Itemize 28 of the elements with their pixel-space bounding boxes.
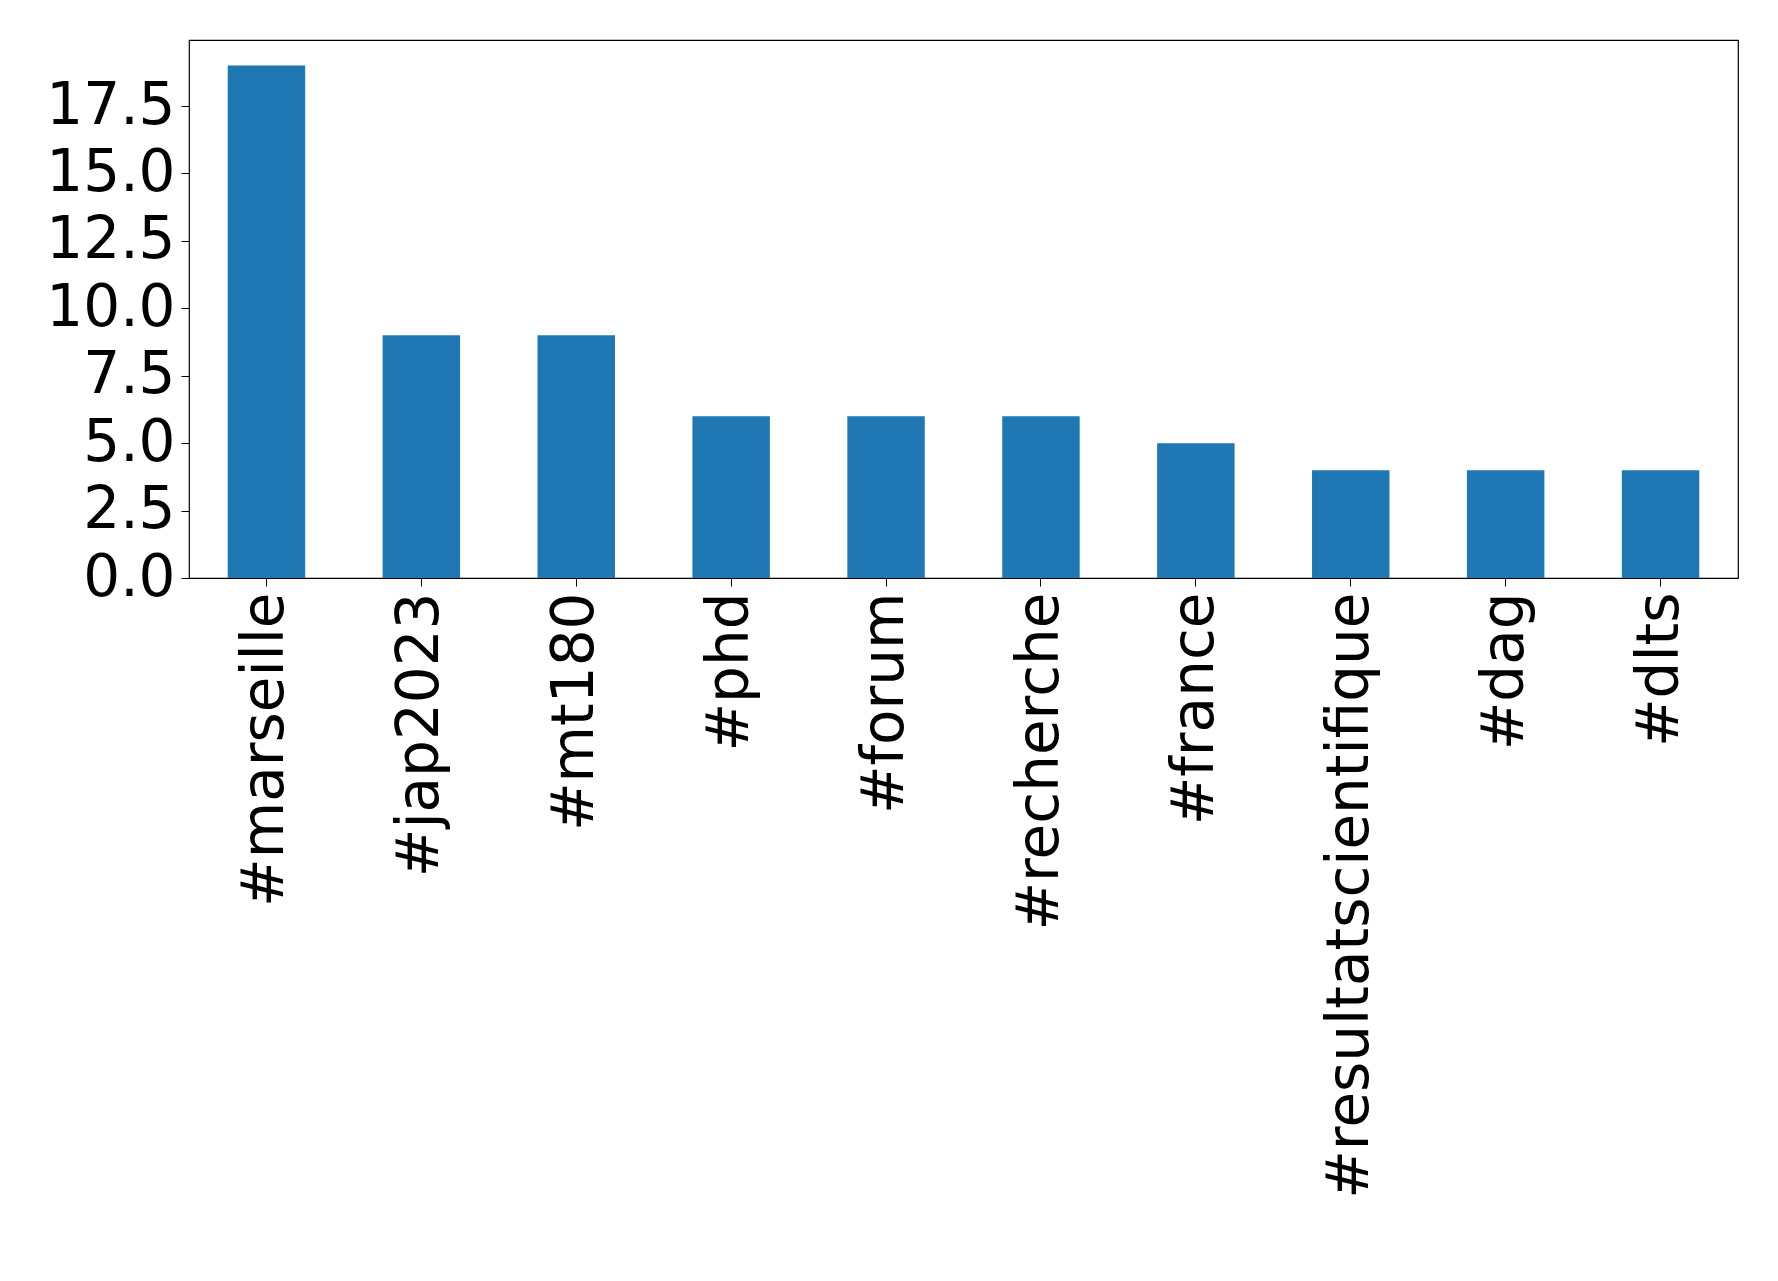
y-tick-label: 10.0 [46, 271, 176, 340]
y-tick-label: 2.5 [83, 474, 176, 543]
bar [1157, 443, 1235, 578]
x-tick-label: #jap2023 [384, 592, 453, 878]
x-tick-label: #phd [694, 592, 763, 752]
bar [1621, 470, 1700, 578]
y-tick-label: 5.0 [83, 406, 176, 475]
y-tick-label: 7.5 [83, 339, 176, 408]
x-tick-label: #mt180 [539, 592, 608, 832]
bar [227, 65, 306, 578]
bar [1466, 470, 1545, 578]
bar [1312, 470, 1390, 578]
y-tick-label: 15.0 [46, 136, 176, 205]
bar [692, 416, 770, 578]
x-tick-label: #france [1158, 592, 1227, 826]
bar [537, 335, 615, 578]
bar [1002, 416, 1080, 578]
bar [847, 416, 925, 578]
bar [382, 335, 461, 578]
x-tick-label: #marseille [229, 592, 298, 907]
x-tick-label: #forum [849, 592, 918, 815]
x-tick-label: #dlts [1623, 592, 1692, 747]
x-tick-label: #dag [1468, 592, 1537, 751]
x-tick-label: #resultatscientifique [1313, 592, 1382, 1199]
y-tick-label: 0.0 [83, 541, 176, 610]
y-tick-label: 12.5 [46, 204, 176, 273]
y-tick-label: 17.5 [46, 69, 176, 138]
x-tick-label: #recherche [1003, 592, 1072, 931]
